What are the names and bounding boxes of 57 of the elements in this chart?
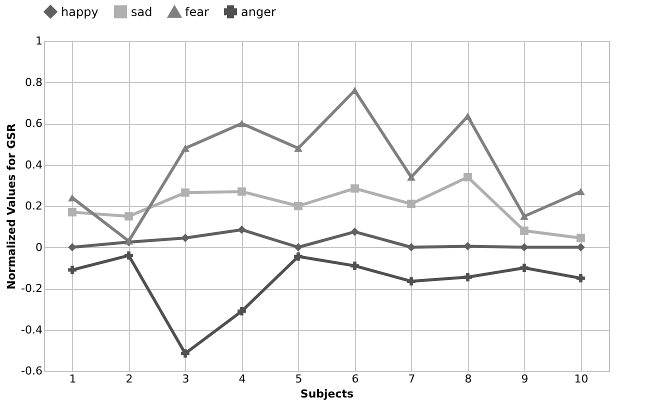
legend-label: happy [61,4,98,19]
point [350,228,359,236]
y-tick-label: -0.6 [21,364,42,378]
point [68,266,76,274]
point [464,242,472,250]
legend-label: anger [241,4,276,19]
x-tick-label: 3 [182,372,190,386]
point [464,272,472,282]
x-tick-label: 2 [126,372,133,386]
y-tick-label: 0.8 [25,76,42,89]
point [464,172,472,182]
point [350,262,359,270]
point [124,251,133,260]
x-tick-label: 8 [464,372,472,386]
y-tick-label: 0 [36,240,42,254]
point [407,174,416,181]
point [576,188,585,196]
point [294,243,302,252]
point [124,212,133,220]
point [181,349,190,358]
point [294,144,302,152]
x-tick-label: 5 [295,372,302,386]
y-axis-title: Normalized Values for GSR [5,122,18,290]
point [294,252,302,261]
x-tick-label: 9 [521,372,528,386]
y-tick-label: -0.4 [21,323,42,336]
y-tick-label: 0.4 [25,158,42,172]
point [181,188,190,197]
y-tick-label: -0.2 [21,282,42,295]
point [238,226,246,234]
x-axis-title: Subjects [300,388,354,400]
point [407,277,416,286]
x-tick-label: 4 [238,372,246,386]
point [576,234,585,242]
legend-label: sad [131,4,152,19]
point [238,307,246,316]
x-tick-label: 6 [352,372,359,386]
point [68,208,76,216]
point [520,226,528,235]
point [576,274,585,282]
point [294,202,302,210]
point [238,120,246,128]
legend-label: fear [185,5,209,20]
x-tick-label: 7 [408,372,416,386]
x-tick-label: 1 [69,372,76,386]
point [181,144,190,152]
point [407,200,416,208]
y-tick-label: 1 [36,34,42,48]
point [238,187,246,196]
x-tick-label: 10 [574,372,588,386]
point [520,212,528,220]
point [520,264,528,272]
point [181,234,190,242]
point [350,184,359,193]
y-tick-label: 0.6 [25,117,42,130]
y-tick-label: 0.2 [25,200,42,212]
point [68,243,76,252]
